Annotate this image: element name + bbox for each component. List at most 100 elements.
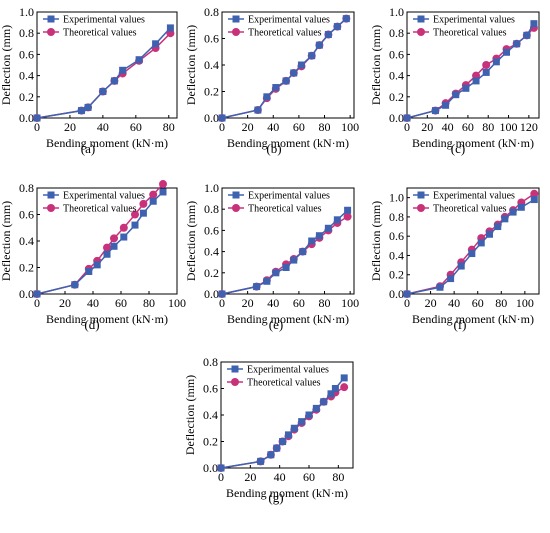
experimental-series-line: [221, 209, 349, 295]
y-tick-label: 0.8: [203, 355, 218, 369]
x-tick-label: 60: [293, 296, 305, 310]
experimental-point: [272, 269, 280, 277]
experimental-point: [93, 261, 101, 269]
legend: Experimental values Theoretical values: [413, 191, 515, 215]
y-axis-label: Deflection (mm): [184, 201, 198, 281]
experimental-point: [217, 464, 225, 472]
theoretical-point: [139, 199, 148, 208]
y-tick-label: 0.8: [389, 26, 404, 40]
x-tick-label: 120: [520, 120, 538, 134]
chart-panel-e: 0 20 40 60 80 100 0.0 0.2 0.4 0.6 0.8 1.0 Bending mo…: [184, 181, 359, 332]
x-tick-label: 40: [442, 120, 454, 134]
experimental-point: [523, 31, 531, 39]
y-tick-label: 0.4: [389, 248, 404, 262]
legend-entry: Experimental values: [63, 15, 145, 26]
experimental-point: [452, 91, 460, 99]
experimental-point: [333, 216, 341, 224]
experimental-point: [517, 203, 525, 211]
experimental-point: [152, 40, 160, 48]
experimental-point: [447, 275, 455, 283]
y-tick-label: 1.0: [19, 5, 34, 19]
experimental-point: [327, 390, 335, 398]
experimental-point: [282, 264, 290, 271]
legend-circle-marker: [47, 28, 55, 36]
experimental-point: [436, 283, 444, 291]
theoretical-point: [131, 210, 139, 219]
experimental-point: [135, 56, 143, 64]
y-tick-label: 0.6: [389, 229, 404, 243]
legend-circle-marker: [417, 204, 425, 212]
theoretical-point: [110, 234, 118, 243]
experimental-point: [462, 84, 470, 92]
experimental-point: [503, 48, 511, 56]
experimental-point: [290, 69, 298, 77]
experimental-point: [494, 223, 502, 231]
x-tick-label: 0: [219, 296, 225, 310]
theoretical-point: [149, 190, 158, 199]
x-tick-label: 80: [143, 296, 155, 310]
legend-entry: Theoretical values: [433, 28, 507, 39]
experimental-point: [120, 233, 128, 241]
legend-entry: Experimental values: [433, 191, 515, 202]
legend-entry: Experimental values: [248, 15, 330, 26]
experimental-point: [263, 277, 271, 285]
x-tick-label: 20: [244, 470, 256, 484]
legend-entry: Experimental values: [248, 191, 330, 202]
legend: Experimental values Theoretical values: [43, 15, 145, 39]
y-tick-label: 0.8: [19, 181, 34, 195]
y-axis-label: Deflection (mm): [369, 201, 383, 281]
y-tick-label: 0.2: [19, 261, 34, 275]
x-tick-label: 20: [64, 120, 76, 134]
experimental-point: [284, 431, 292, 439]
experimental-point: [315, 232, 323, 240]
experimental-point: [324, 31, 332, 39]
experimental-point: [282, 77, 290, 85]
chart-panel-a: 0 20 40 60 80 0.0 0.2 0.4 0.6 0.8 1.0 Bending momen…: [0, 5, 178, 156]
experimental-point: [84, 103, 92, 111]
theoretical-point: [530, 189, 539, 198]
experimental-point: [110, 77, 118, 85]
y-tick-label: 0.4: [19, 69, 34, 83]
x-tick-label: 20: [59, 296, 71, 310]
plot-frame: [221, 187, 355, 295]
y-tick-label: 1.0: [204, 181, 219, 195]
legend: Experimental values Theoretical values: [228, 191, 330, 215]
experimental-point: [482, 68, 490, 76]
legend-entry: Theoretical values: [63, 28, 137, 39]
x-tick-label: 40: [267, 120, 279, 134]
y-tick-label: 0.0: [203, 461, 218, 475]
legend: Experimental values Theoretical values: [413, 15, 515, 39]
x-tick-label: 40: [448, 296, 460, 310]
legend-circle-marker: [231, 378, 239, 386]
experimental-point: [77, 107, 85, 115]
y-tick-label: 0.6: [19, 208, 34, 222]
legend-entry: Experimental values: [433, 15, 515, 26]
experimental-point: [340, 374, 348, 382]
experimental-point: [290, 256, 298, 264]
x-tick-label: 0: [404, 120, 410, 134]
x-tick-label: 40: [97, 120, 109, 134]
experimental-point: [166, 24, 174, 32]
experimental-point: [139, 209, 147, 217]
experimental-point: [149, 197, 157, 205]
y-axis-label: Deflection (mm): [184, 25, 198, 105]
x-tick-label: 40: [87, 296, 99, 310]
y-tick-label: 0.6: [389, 47, 404, 61]
panel-label: (e): [269, 317, 283, 332]
experimental-point: [315, 41, 323, 49]
y-tick-label: 0.0: [389, 287, 404, 301]
experimental-point: [298, 418, 306, 426]
legend-entry: Theoretical values: [433, 204, 507, 215]
experimental-point: [477, 239, 485, 247]
legend-circle-marker: [47, 204, 55, 212]
experimental-point: [305, 411, 313, 419]
y-tick-label: 0.0: [389, 111, 404, 125]
experimental-point: [131, 221, 139, 229]
y-axis-label: Deflection (mm): [0, 201, 13, 281]
x-tick-label: 0: [218, 470, 224, 484]
x-axis-label: Bending moment (kN·m): [412, 312, 534, 326]
legend-entry: Theoretical values: [248, 204, 322, 215]
experimental-point: [273, 444, 281, 452]
legend-circle-marker: [417, 28, 425, 36]
